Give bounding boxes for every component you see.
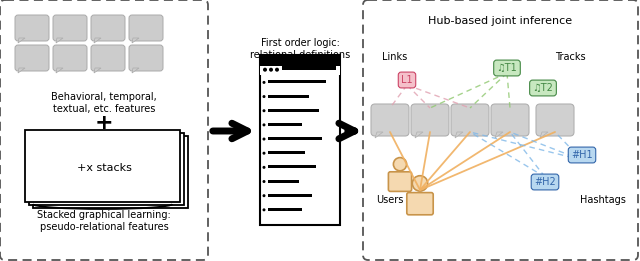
FancyBboxPatch shape (129, 45, 163, 71)
FancyBboxPatch shape (15, 45, 49, 71)
FancyBboxPatch shape (371, 104, 409, 136)
Polygon shape (540, 132, 548, 138)
Text: ♫T2: ♫T2 (532, 83, 554, 93)
Bar (268, 194, 312, 197)
Text: ♫T1: ♫T1 (497, 63, 517, 73)
Text: Hub-based joint inference: Hub-based joint inference (428, 16, 572, 26)
Bar (268, 80, 326, 84)
Text: #H2: #H2 (534, 177, 556, 187)
FancyBboxPatch shape (536, 104, 574, 136)
FancyBboxPatch shape (91, 15, 125, 41)
Circle shape (262, 81, 266, 84)
FancyBboxPatch shape (15, 15, 49, 41)
Bar (268, 94, 309, 98)
Bar (268, 208, 302, 211)
Circle shape (262, 166, 266, 169)
FancyBboxPatch shape (33, 136, 188, 208)
Circle shape (262, 180, 266, 183)
Polygon shape (94, 38, 101, 43)
Text: Hashtags: Hashtags (580, 195, 626, 205)
Bar (268, 180, 299, 182)
Text: +: + (95, 113, 113, 133)
Circle shape (262, 194, 266, 197)
Polygon shape (94, 68, 101, 73)
Text: Stacked graphical learning:
pseudo-relational features: Stacked graphical learning: pseudo-relat… (37, 210, 171, 232)
Bar (268, 165, 316, 168)
Circle shape (412, 176, 428, 191)
FancyBboxPatch shape (25, 130, 180, 202)
FancyBboxPatch shape (491, 104, 529, 136)
FancyBboxPatch shape (388, 172, 412, 191)
Polygon shape (18, 38, 25, 43)
FancyBboxPatch shape (407, 193, 433, 215)
Bar (268, 123, 302, 126)
Circle shape (394, 158, 406, 171)
Bar (268, 137, 323, 140)
Polygon shape (132, 68, 139, 73)
Text: +x stacks: +x stacks (77, 163, 131, 173)
Polygon shape (455, 132, 463, 138)
Polygon shape (18, 68, 25, 73)
Text: First order logic:
relational definitions: First order logic: relational definition… (250, 38, 350, 60)
Circle shape (275, 68, 279, 72)
Bar (282, 60, 336, 70)
Circle shape (262, 123, 266, 126)
Text: Tracks: Tracks (555, 52, 586, 62)
FancyBboxPatch shape (29, 133, 184, 205)
Polygon shape (375, 132, 383, 138)
Text: Behavioral, temporal,
textual, etc. features: Behavioral, temporal, textual, etc. feat… (51, 92, 157, 114)
Circle shape (262, 95, 266, 98)
Circle shape (263, 68, 267, 72)
Circle shape (262, 109, 266, 112)
FancyBboxPatch shape (53, 45, 87, 71)
Circle shape (262, 138, 266, 140)
Polygon shape (415, 132, 423, 138)
Bar (268, 151, 305, 154)
FancyBboxPatch shape (53, 15, 87, 41)
Text: L1: L1 (401, 75, 413, 85)
Polygon shape (56, 68, 63, 73)
Polygon shape (56, 38, 63, 43)
Text: Links: Links (382, 52, 407, 62)
Bar (260, 55, 340, 75)
FancyBboxPatch shape (129, 15, 163, 41)
Bar (268, 109, 319, 112)
Circle shape (269, 68, 273, 72)
Polygon shape (132, 38, 139, 43)
Circle shape (262, 152, 266, 155)
Text: #H1: #H1 (571, 150, 593, 160)
Polygon shape (495, 132, 503, 138)
Bar (260, 55, 340, 66)
Text: Users: Users (376, 195, 403, 205)
FancyBboxPatch shape (451, 104, 489, 136)
Circle shape (262, 208, 266, 211)
FancyBboxPatch shape (91, 45, 125, 71)
FancyBboxPatch shape (411, 104, 449, 136)
Bar (260, 55, 340, 225)
